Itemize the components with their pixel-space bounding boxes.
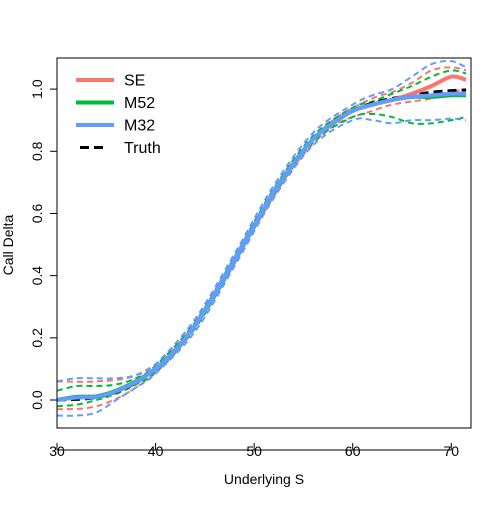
series-line-m52	[56, 93, 467, 402]
series-line-m32-upper	[56, 59, 467, 383]
x-tick-label: 70	[443, 443, 459, 459]
x-tick-label: 30	[49, 443, 65, 459]
legend-label-se: SE	[124, 73, 145, 90]
legend-label-m52: M52	[124, 95, 155, 112]
x-tick-label: 50	[246, 443, 262, 459]
axes-layer: 30 40 50 60 70 0.0 0.2 0.4 0.6 0.8 1.0	[29, 57, 472, 459]
series-line-se-upper	[56, 66, 467, 383]
series-line-m32-lower	[56, 117, 467, 417]
series-line-se	[56, 74, 467, 402]
series-line-m52-lower	[56, 112, 467, 408]
series-line-truth	[56, 88, 467, 402]
y-tick-label: 0.8	[29, 141, 45, 161]
series-line-m32	[56, 91, 467, 403]
y-tick-label: 0.4	[29, 266, 45, 286]
series-layer	[56, 59, 467, 417]
y-axis-label: Call Delta	[0, 214, 16, 275]
x-tick-label: 40	[148, 443, 164, 459]
y-tick-label: 1.0	[29, 79, 45, 99]
y-tick-label: 0.0	[29, 390, 45, 410]
x-tick-label: 60	[345, 443, 361, 459]
x-axis-label: Underlying S	[224, 471, 304, 487]
y-tick-label: 0.6	[29, 204, 45, 224]
plot-frame	[56, 57, 472, 429]
series-line-m52-upper	[56, 69, 467, 392]
legend: SE M52 M32 Truth	[76, 73, 161, 157]
series-line-se-lower	[56, 88, 467, 411]
legend-label-truth: Truth	[124, 140, 161, 157]
legend-label-m32: M32	[124, 118, 155, 135]
y-tick-label: 0.2	[29, 328, 45, 348]
